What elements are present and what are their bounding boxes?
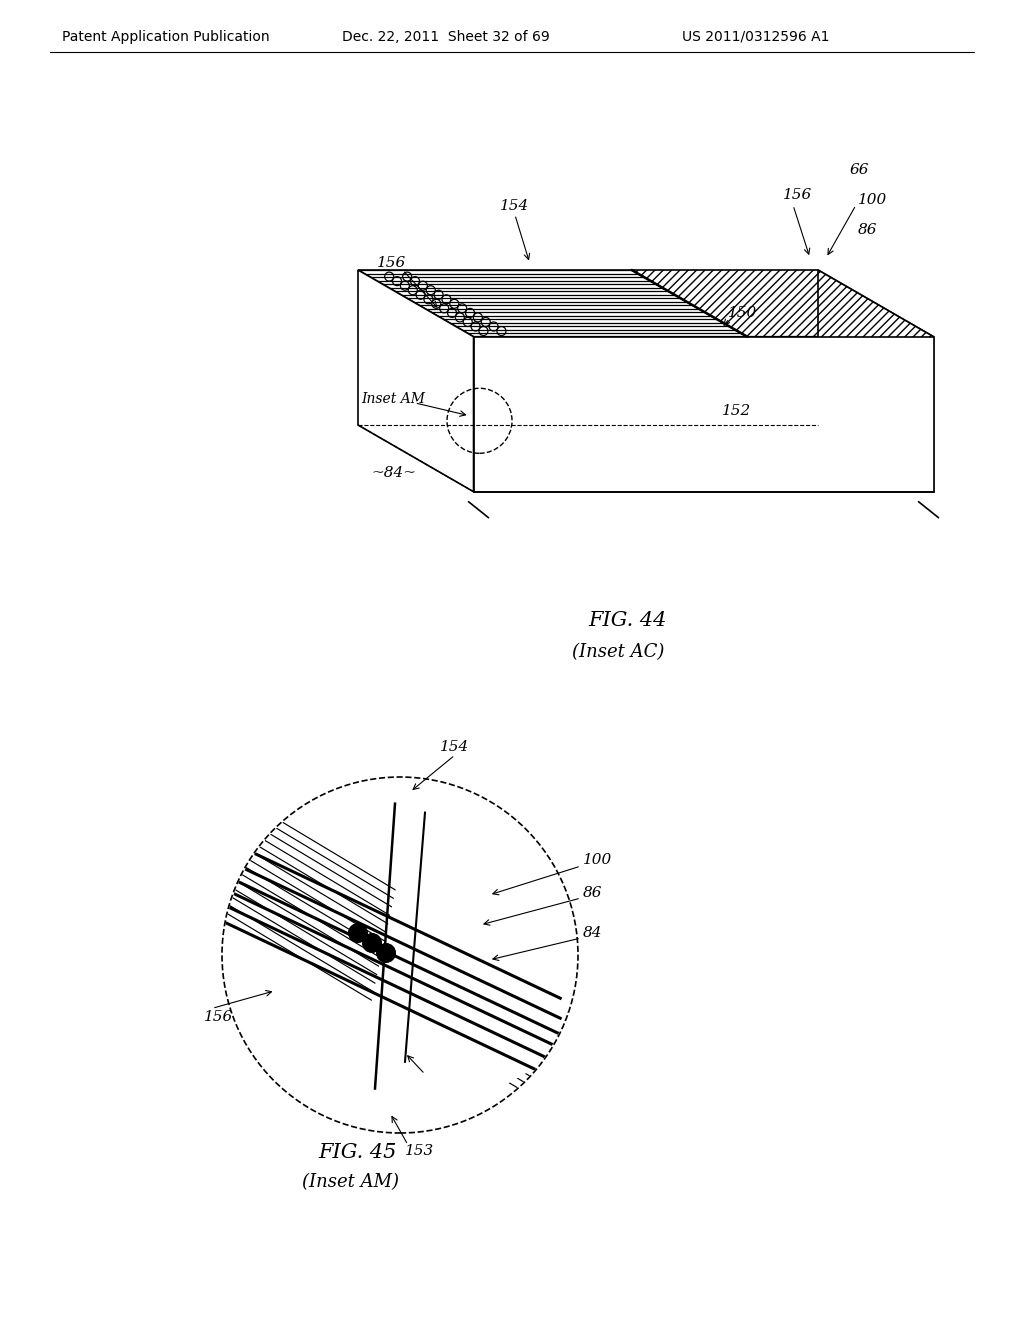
Text: 154: 154 [440,741,469,754]
Text: (Inset AM): (Inset AM) [302,1173,399,1191]
Circle shape [377,944,395,962]
Text: (Inset AC): (Inset AC) [572,643,665,661]
Polygon shape [632,271,934,337]
Text: 66: 66 [850,162,869,177]
Text: Dec. 22, 2011  Sheet 32 of 69: Dec. 22, 2011 Sheet 32 of 69 [342,30,550,44]
Text: 150: 150 [421,1076,451,1090]
Text: ~84~: ~84~ [372,466,417,479]
Text: 86: 86 [858,223,878,238]
Text: 100: 100 [858,193,887,207]
Text: FIG. 44: FIG. 44 [588,610,667,630]
Text: 100: 100 [583,853,612,867]
Text: 152: 152 [722,404,751,418]
Text: FIG. 45: FIG. 45 [318,1143,396,1162]
Text: 154: 154 [500,199,529,214]
Text: 151: 151 [338,1081,367,1096]
Polygon shape [358,271,473,492]
Polygon shape [473,337,934,492]
Polygon shape [818,271,934,492]
Text: Patent Application Publication: Patent Application Publication [62,30,269,44]
Text: US 2011/0312596 A1: US 2011/0312596 A1 [682,30,829,44]
Text: 84: 84 [583,927,602,940]
Polygon shape [370,777,578,1133]
Text: Inset AM: Inset AM [361,392,426,405]
Polygon shape [358,271,748,337]
Text: 156: 156 [377,256,406,271]
Circle shape [222,777,578,1133]
Text: 156: 156 [783,187,812,202]
Text: 150: 150 [728,306,757,321]
Text: 153: 153 [406,1144,434,1158]
Text: 152: 152 [374,900,402,913]
Text: 86: 86 [583,886,602,900]
Text: 156: 156 [204,1010,233,1024]
Circle shape [349,924,367,942]
Circle shape [362,935,381,952]
